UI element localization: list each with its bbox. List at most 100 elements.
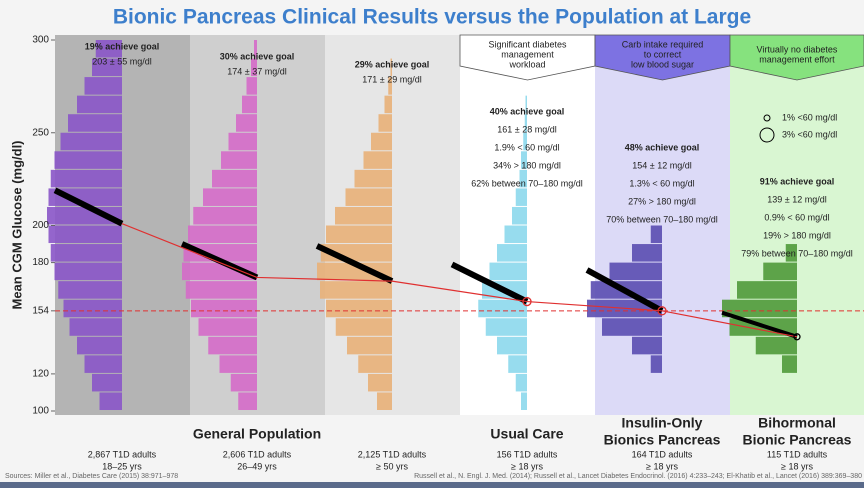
histogram-bar: [219, 355, 257, 373]
histogram-bar: [193, 206, 257, 225]
histogram-bar: [390, 58, 392, 77]
histogram-bar: [63, 299, 122, 318]
histogram-bar: [650, 225, 662, 244]
histogram-bar: [326, 299, 392, 318]
stat-text: 0.9% < 60 mg/dl: [764, 212, 829, 222]
histogram-bar: [230, 373, 257, 392]
histogram-bar: [84, 77, 122, 95]
histogram-bar: [95, 40, 122, 58]
histogram-bar: [188, 225, 257, 244]
cohort-text: ≥ 18 yrs: [781, 461, 813, 471]
y-tick-label: 180: [32, 257, 49, 268]
stat-text: 34% > 180 mg/dl: [493, 160, 561, 170]
histogram-bar: [236, 114, 257, 132]
stat-heading: 19% achieve goal: [85, 41, 160, 51]
histogram-bar: [317, 262, 392, 281]
histogram-bar: [238, 392, 257, 410]
trend-line: [53, 187, 124, 227]
legend-label: 3% <60 mg/dl: [782, 129, 837, 139]
histogram-bar: [384, 95, 392, 114]
histogram-bar: [347, 336, 392, 355]
cohort-text: 2,867 T1D adults: [88, 449, 157, 459]
trend-line: [315, 243, 394, 284]
group-label: Insulin-Only: [622, 415, 703, 431]
histogram-bar: [335, 206, 392, 225]
histogram-bar: [523, 132, 527, 151]
source: Sources: Miller et al., Diabetes Care (2…: [5, 473, 178, 480]
column-header: [594, 34, 731, 81]
histogram-bar: [50, 169, 122, 188]
histogram-bar: [782, 355, 797, 373]
histogram-bar: [335, 318, 392, 336]
cohort-text: ≥ 18 yrs: [646, 461, 678, 471]
y-axis-label: Mean CGM Glucose (mg/dl): [9, 140, 24, 309]
histogram-bar: [478, 299, 527, 318]
y-tick-label: 120: [32, 369, 49, 380]
overlays: 100 120 154 180 200 250 300 19% achieve goal 203…: [5, 35, 864, 480]
histogram-bar: [242, 95, 257, 114]
histogram-bar: [92, 58, 122, 77]
stat-text: 203 ± 55 mg/dl: [92, 56, 151, 66]
stat-heading: 91% achieve goal: [760, 176, 835, 186]
histogram-bar: [519, 169, 527, 188]
histogram-bar: [755, 336, 797, 355]
stat-heading: 48% achieve goal: [625, 142, 700, 152]
column-header: [459, 34, 596, 81]
histogram-bar: [320, 281, 392, 299]
stat-text: 139 ± 12 mg/dl: [767, 194, 826, 204]
stat-text: 62% between 70–180 mg/dl: [471, 178, 583, 188]
histogram-bar: [345, 188, 392, 206]
histogram-bar: [763, 262, 797, 281]
header-text: Carb intake required: [622, 39, 704, 49]
histogram-bar: [326, 225, 392, 244]
histogram-bar: [84, 355, 122, 373]
cohort-text: 2,606 T1D adults: [223, 449, 292, 459]
histogram-bar: [371, 132, 392, 151]
histogram-bar: [363, 151, 392, 169]
stat-heading: 29% achieve goal: [355, 59, 430, 69]
histogram-bar: [378, 114, 392, 132]
histogram-bar: [632, 244, 662, 262]
column-background: [190, 35, 325, 415]
histogram-bar: [198, 318, 257, 336]
histogram-bar: [69, 318, 122, 336]
histogram-bar: [208, 336, 257, 355]
histogram-bar: [609, 262, 662, 281]
source: Russell et al., N. Engl. J. Med. (2014);…: [414, 473, 862, 480]
trend-line: [721, 310, 798, 339]
histogram-bar: [50, 244, 122, 262]
group-label: Bihormonal: [758, 415, 836, 431]
histogram-bar: [524, 114, 527, 132]
header-text: management: [501, 49, 554, 59]
legend-marker: [763, 114, 771, 122]
histogram-bar: [632, 336, 662, 355]
stat-heading: 40% achieve goal: [490, 106, 565, 116]
y-tick-label: 100: [32, 406, 49, 417]
stat-text: 171 ± 29 mg/dl: [362, 74, 421, 84]
mean-marker: [522, 296, 532, 307]
cohort-text: ≥ 18 yrs: [511, 461, 543, 471]
histogram-bar: [212, 169, 257, 188]
header-text: to correct: [644, 49, 682, 59]
histogram-bar: [60, 132, 122, 151]
histogram-bar: [92, 373, 122, 392]
header-text: workload: [508, 59, 545, 69]
chart-title: Bionic Pancreas Clinical Results versus …: [113, 6, 751, 29]
cohort-text: 164 T1D adults: [632, 449, 693, 459]
stat-text: 19% > 180 mg/dl: [763, 230, 831, 240]
stat-text: 79% between 70–180 mg/dl: [741, 248, 853, 258]
histogram-bar: [497, 336, 527, 355]
histogram-bar: [254, 40, 257, 58]
histogram-bar: [388, 77, 392, 95]
histogram-bar: [354, 169, 392, 188]
cohort-text: ≥ 50 yrs: [376, 461, 408, 471]
histogram-bar: [54, 151, 122, 169]
histogram-bar: [737, 281, 797, 299]
histogram-bar: [515, 188, 527, 206]
stat-heading: 30% achieve goal: [220, 51, 295, 61]
column-header: [729, 34, 864, 81]
trend-line: [450, 261, 529, 305]
histogram-bar: [228, 132, 257, 151]
